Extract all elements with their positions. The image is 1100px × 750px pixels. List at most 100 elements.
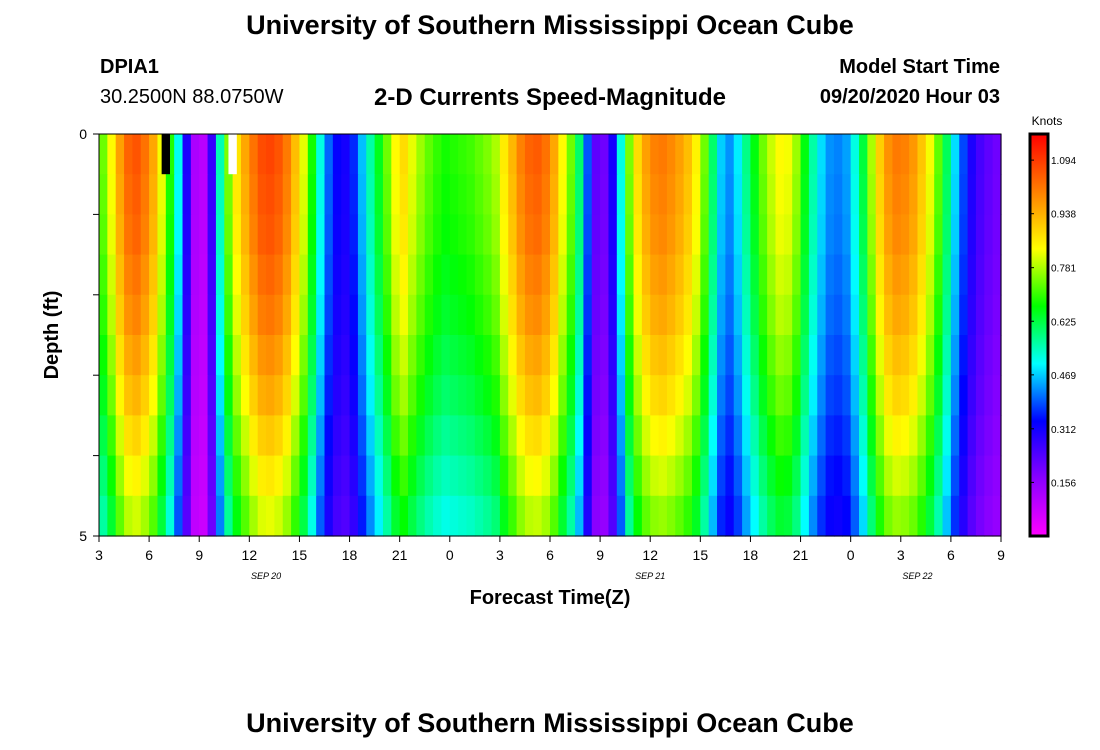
heatmap-cell (792, 415, 802, 457)
heatmap-cell (608, 214, 618, 256)
heatmap-cell (274, 214, 284, 256)
heatmap-cell (282, 174, 292, 215)
heatmap-cell (683, 455, 693, 497)
heatmap-cell (249, 375, 259, 416)
heatmap-cell (700, 495, 710, 537)
heatmap-cell (867, 254, 877, 296)
heatmap-cell (959, 375, 969, 416)
heatmap-cell (925, 495, 935, 537)
heatmap-cell (257, 335, 267, 376)
heatmap-cell (733, 294, 743, 336)
heatmap-cell (508, 335, 518, 376)
heatmap-cell (950, 214, 960, 256)
heatmap-cell (132, 335, 142, 376)
heatmap-cell (859, 455, 868, 497)
heatmap-cell (733, 134, 743, 175)
heatmap-cell (257, 455, 267, 497)
heatmap-cell (633, 134, 643, 175)
heatmap-cell (341, 495, 351, 537)
heatmap-cell (182, 375, 192, 416)
heatmap-cell (641, 335, 651, 376)
heatmap-cell (633, 254, 643, 296)
heatmap-cell (491, 375, 501, 416)
heatmap-cell (566, 254, 576, 296)
heatmap-cell (775, 254, 785, 296)
heatmap-cell (767, 254, 777, 296)
heatmap-cell (107, 254, 117, 296)
heatmap-cell (992, 375, 1002, 416)
heatmap-cell (616, 455, 626, 497)
heatmap-cell (975, 174, 985, 215)
heatmap-cell (884, 375, 894, 416)
heatmap-cell (808, 294, 818, 336)
heatmap-cell (307, 254, 317, 296)
heatmap-cell (257, 134, 267, 175)
heatmap-cell (299, 375, 309, 416)
heatmap-cell (307, 174, 317, 215)
x-tick-label: 15 (693, 547, 709, 563)
heatmap-cell (909, 415, 919, 457)
heatmap-cell (508, 294, 518, 336)
heatmap-cell (140, 214, 150, 256)
heatmap-cell (182, 134, 192, 175)
heatmap-cell (775, 214, 785, 256)
heatmap-cell (675, 294, 685, 336)
heatmap-cell (900, 375, 910, 416)
heatmap-cell (207, 294, 217, 336)
heatmap-cell (107, 214, 117, 256)
heatmap-cell (742, 294, 752, 336)
heatmap-cell (349, 335, 359, 376)
heatmap-cell (115, 335, 125, 376)
heatmap-cell (107, 174, 117, 215)
heatmap-cell (424, 335, 434, 376)
heatmap-cell (975, 415, 985, 457)
heatmap-cell (942, 415, 952, 457)
heatmap-cell (683, 495, 693, 537)
heatmap-cell (717, 254, 726, 296)
heatmap-cell (950, 415, 960, 457)
heatmap-cell (516, 455, 526, 497)
heatmap-cell (107, 415, 117, 457)
heatmap-cell (934, 375, 944, 416)
heatmap-cell (808, 335, 818, 376)
heatmap-cell (817, 455, 827, 497)
heatmap-cell (458, 254, 468, 296)
heatmap-cell (833, 495, 843, 537)
heatmap-cell (733, 455, 743, 497)
x-date-label: SEP 21 (635, 571, 665, 581)
heatmap-cell (967, 455, 977, 497)
heatmap-cell (867, 294, 877, 336)
heatmap-cell (174, 415, 184, 457)
heatmap-cell (742, 375, 752, 416)
heatmap-cell (541, 495, 551, 537)
heatmap-cell (700, 134, 710, 175)
heatmap-cell (107, 134, 117, 175)
heatmap-cell (499, 214, 509, 256)
colorbar-tick-label: 0.469 (1051, 371, 1076, 382)
heatmap-cell (391, 455, 401, 497)
heatmap-cell (733, 335, 743, 376)
heatmap-cell (833, 174, 843, 215)
heatmap-cell (366, 294, 376, 336)
heatmap-cell (382, 415, 392, 457)
heatmap-cell (675, 174, 685, 215)
heatmap-cell (833, 214, 843, 256)
heatmap-cell (925, 375, 935, 416)
heatmap-cell (909, 214, 919, 256)
x-tick-label: 6 (145, 547, 153, 563)
heatmap-cell (474, 214, 484, 256)
heatmap-cell (190, 415, 200, 457)
heatmap-cell (758, 134, 768, 175)
heatmap-cell (884, 134, 894, 175)
heatmap-cell (149, 254, 159, 296)
heatmap-cell (733, 174, 743, 215)
heatmap-cell (666, 294, 676, 336)
heatmap-cell (174, 495, 184, 537)
page-title: University of Southern Mississippi Ocean… (246, 10, 854, 40)
heatmap-cell (675, 335, 685, 376)
heatmap-cell (524, 495, 534, 537)
heatmap-cell (792, 335, 802, 376)
heatmap-cell (591, 214, 601, 256)
heatmap-cell (683, 415, 693, 457)
heatmap-cell (825, 254, 835, 296)
